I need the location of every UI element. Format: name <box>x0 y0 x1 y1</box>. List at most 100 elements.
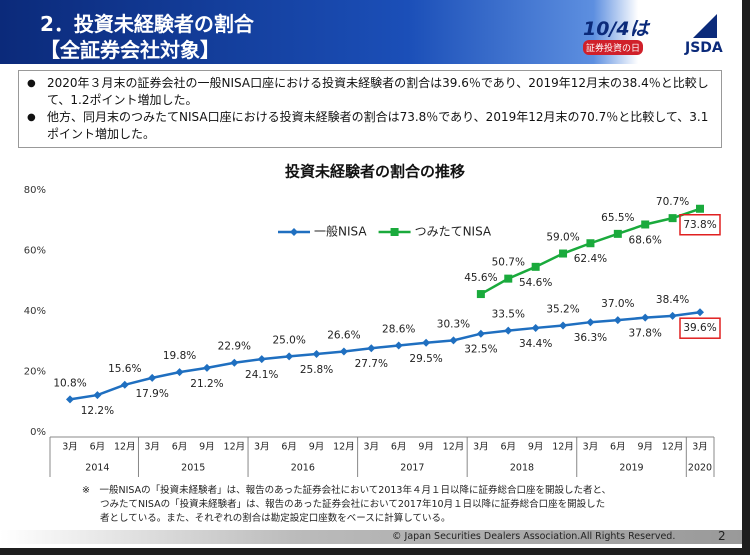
subtitle: 【全証券会社対象】 <box>40 38 220 62</box>
legend-label: つみたてNISA <box>415 225 492 239</box>
marker <box>531 262 540 271</box>
x-group-label: 2019 <box>619 463 643 474</box>
marker <box>504 274 513 283</box>
data-label: 25.8% <box>300 364 333 376</box>
data-label: 38.4% <box>656 294 689 306</box>
marker <box>586 239 595 248</box>
header: 2．投資未経験者の割合 【全証券会社対象】 10/4は 証券投資の日 JSDA <box>0 0 742 64</box>
copyright: © Japan Securities Dealers Association.A… <box>392 531 676 542</box>
x-tick-label: 9月 <box>309 442 325 453</box>
chart-title: 投資未経験者の割合の推移 <box>285 163 465 181</box>
data-label: 50.7% <box>492 257 525 269</box>
marker <box>339 347 348 356</box>
footnote: つみたてNISAの「投資未経験者」は、報告のあった証券会社において2017年10… <box>100 499 606 510</box>
marker <box>230 358 239 367</box>
data-label: 62.4% <box>574 253 607 265</box>
marker <box>613 316 622 325</box>
data-label: 15.6% <box>108 363 141 375</box>
data-label: 29.5% <box>409 353 442 365</box>
y-tick-label: 40% <box>24 306 46 317</box>
y-tick-label: 60% <box>24 246 46 257</box>
marker <box>148 373 157 382</box>
x-tick-label: 9月 <box>528 442 544 453</box>
data-label: 32.5% <box>464 344 497 356</box>
marker <box>394 341 403 350</box>
data-label: 59.0% <box>546 232 579 244</box>
marker <box>202 363 211 372</box>
x-group-label: 2016 <box>291 463 315 474</box>
x-tick-label: 9月 <box>418 442 434 453</box>
x-tick-label: 3月 <box>364 442 380 453</box>
data-label: 10.8% <box>53 377 86 389</box>
legend-label: 一般NISA <box>314 224 367 239</box>
marker <box>257 355 266 364</box>
highlight-box <box>679 214 721 236</box>
marker <box>641 220 650 229</box>
x-tick-label: 12月 <box>552 442 574 453</box>
slide: 2．投資未経験者の割合 【全証券会社対象】 10/4は 証券投資の日 JSDA … <box>0 0 742 548</box>
x-tick-label: 6月 <box>391 442 407 453</box>
title: 2．投資未経験者の割合 <box>40 12 254 36</box>
summary-box: 2020年３月末の証券会社の一般NISA口座における投資未経験者の割合は39.6… <box>18 70 722 148</box>
data-label: 26.6% <box>327 330 360 342</box>
x-group-label: 2020 <box>688 463 712 474</box>
marker <box>66 395 74 404</box>
y-tick-label: 80% <box>24 185 46 196</box>
marker <box>504 326 513 335</box>
x-tick-label: 3月 <box>583 442 599 453</box>
data-label: 45.6% <box>464 272 497 284</box>
marker <box>93 391 102 400</box>
highlight-box <box>679 317 721 339</box>
x-tick-label: 12月 <box>114 442 136 453</box>
bullet: 他方、同月末のつみたてNISA口座における投資未経験者の割合は73.8％であり、… <box>25 109 715 143</box>
data-label: 22.9% <box>218 341 251 353</box>
data-label: 30.3% <box>437 318 470 330</box>
marker <box>668 214 677 223</box>
data-label: 37.8% <box>629 328 662 340</box>
data-label: 37.0% <box>601 298 634 310</box>
y-tick-label: 20% <box>24 367 46 378</box>
x-group-label: 2018 <box>510 463 534 474</box>
data-label: 70.7% <box>656 196 689 208</box>
x-tick-label: 3月 <box>692 442 708 453</box>
bullet: 2020年３月末の証券会社の一般NISA口座における投資未経験者の割合は39.6… <box>25 75 715 109</box>
x-tick-label: 12月 <box>224 442 246 453</box>
x-tick-label: 12月 <box>333 442 355 453</box>
data-label: 19.8% <box>163 350 196 362</box>
footer-bar: © Japan Securities Dealers Association.A… <box>0 529 742 544</box>
x-tick-label: 6月 <box>172 442 188 453</box>
x-tick-label: 6月 <box>90 442 106 453</box>
marker <box>641 313 650 322</box>
x-tick-label: 3月 <box>62 442 78 453</box>
marker <box>312 349 321 358</box>
chart: 投資未経験者の割合の推移 0% 20% 40% 60% 80% 3月 6月 12月 3月 6月 9月… <box>24 163 721 477</box>
logo-caption: 証券投資の日 <box>583 40 644 55</box>
marker <box>613 229 622 238</box>
logo-mark <box>693 14 717 38</box>
x-tick-label: 6月 <box>500 442 516 453</box>
marker <box>367 344 376 353</box>
y-tick-label: 0% <box>30 427 46 438</box>
x-tick-label: 6月 <box>281 442 297 453</box>
marker <box>476 329 485 338</box>
data-label: 39.6% <box>683 322 716 334</box>
x-tick-label: 3月 <box>254 442 270 453</box>
series-line <box>480 207 701 296</box>
page-number: 2 <box>718 529 726 543</box>
data-label: 33.5% <box>492 309 525 321</box>
data-label: 35.2% <box>546 304 579 316</box>
marker <box>285 352 294 361</box>
marker <box>120 380 129 389</box>
footnote: 者としている。また、それぞれの割合は勘定設定口座数をベースに計算している。 <box>100 513 451 524</box>
logo-date: 10/4は <box>583 18 649 40</box>
x-group-label: 2014 <box>85 463 109 474</box>
marker <box>559 249 568 258</box>
marker <box>422 338 431 347</box>
marker <box>668 311 677 320</box>
x-group-label: 2017 <box>400 463 424 474</box>
data-label: 17.9% <box>135 388 168 400</box>
x-tick-label: 12月 <box>443 442 465 453</box>
marker <box>696 308 704 317</box>
marker <box>175 368 184 377</box>
marker <box>696 204 704 213</box>
